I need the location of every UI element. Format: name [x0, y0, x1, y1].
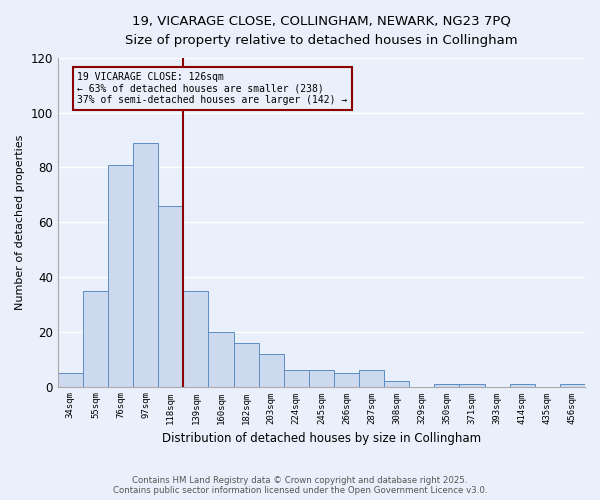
Bar [284, 370, 309, 386]
Bar [184, 290, 208, 386]
Text: Contains HM Land Registry data © Crown copyright and database right 2025.
Contai: Contains HM Land Registry data © Crown c… [113, 476, 487, 495]
X-axis label: Distribution of detached houses by size in Collingham: Distribution of detached houses by size … [162, 432, 481, 445]
Bar [384, 381, 409, 386]
Bar [58, 373, 83, 386]
Bar [434, 384, 460, 386]
Bar [158, 206, 184, 386]
Bar [359, 370, 384, 386]
Title: 19, VICARAGE CLOSE, COLLINGHAM, NEWARK, NG23 7PQ
Size of property relative to de: 19, VICARAGE CLOSE, COLLINGHAM, NEWARK, … [125, 15, 518, 47]
Bar [208, 332, 233, 386]
Bar [133, 143, 158, 386]
Bar [83, 290, 108, 386]
Y-axis label: Number of detached properties: Number of detached properties [15, 134, 25, 310]
Bar [259, 354, 284, 386]
Bar [309, 370, 334, 386]
Bar [233, 342, 259, 386]
Bar [560, 384, 585, 386]
Bar [334, 373, 359, 386]
Text: 19 VICARAGE CLOSE: 126sqm
← 63% of detached houses are smaller (238)
37% of semi: 19 VICARAGE CLOSE: 126sqm ← 63% of detac… [77, 72, 347, 105]
Bar [108, 164, 133, 386]
Bar [460, 384, 485, 386]
Bar [509, 384, 535, 386]
